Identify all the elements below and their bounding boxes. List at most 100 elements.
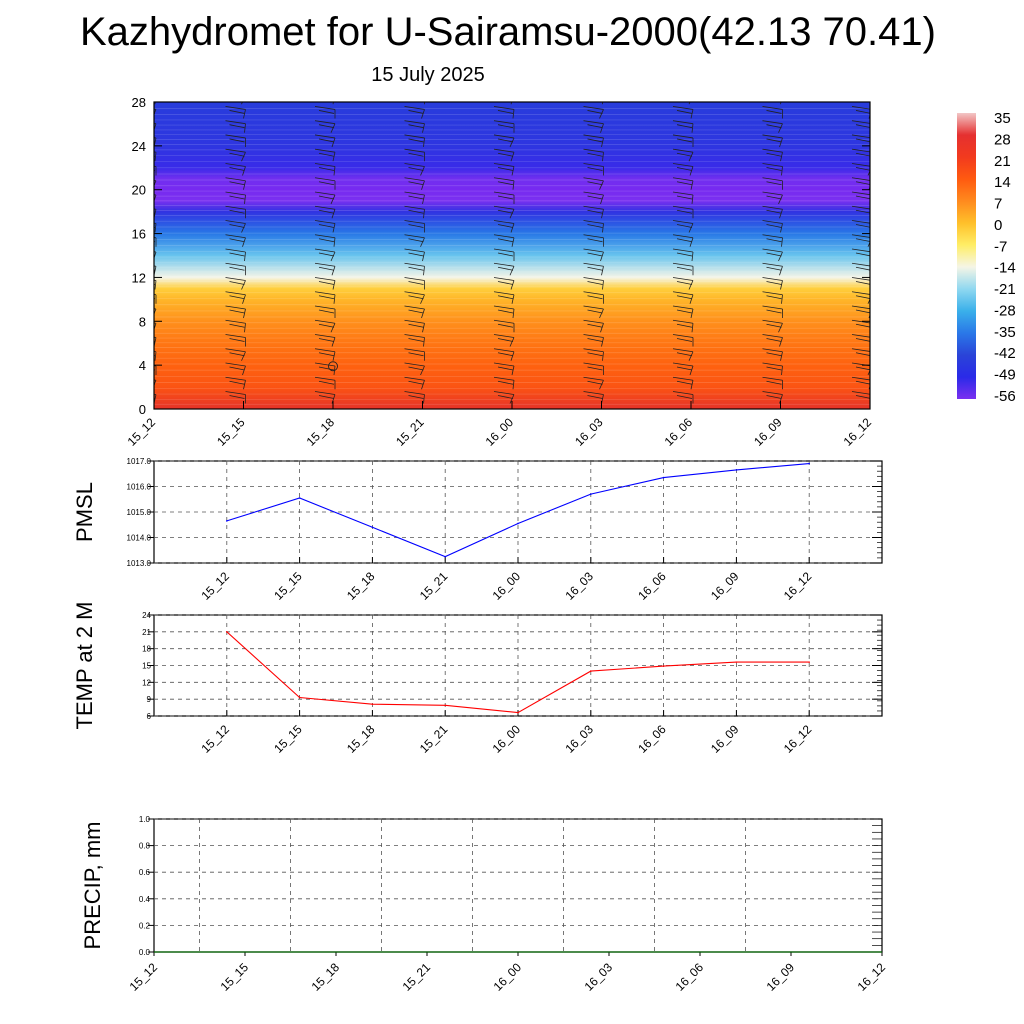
- wind-barb-flag: [767, 96, 782, 99]
- wind-barb-flag: [855, 395, 870, 399]
- x-tick-label: 15_21: [400, 960, 434, 994]
- wind-barb-flag: [154, 112, 156, 114]
- wind-barb-flag: [408, 195, 424, 200]
- data-point: [735, 661, 738, 663]
- x-tick-label: 16_12: [855, 960, 889, 994]
- wind-barb-flag: [493, 177, 515, 182]
- wind-barb-staff: [871, 209, 872, 218]
- x-tick-label: 15_15: [271, 569, 305, 603]
- wind-barb-flag: [672, 376, 694, 381]
- wind-barb-staff: [511, 294, 515, 304]
- wind-barb-staff: [599, 380, 604, 390]
- wind-barb-flag: [229, 224, 245, 228]
- wind-barb-flag: [314, 277, 336, 281]
- data-point: [590, 493, 592, 495]
- wind-barb-staff: [779, 266, 783, 276]
- wind-barb-flag: [404, 248, 425, 253]
- wind-barb-flag: [225, 191, 246, 196]
- wind-barb-flag: [497, 224, 514, 228]
- wind-barb-flag: [762, 234, 783, 239]
- wind-barb-flag: [587, 323, 603, 328]
- wind-barb-flag: [672, 319, 694, 324]
- wind-barb-staff: [332, 102, 334, 105]
- wind-barb-flag: [676, 295, 693, 300]
- wind-barb-flag: [672, 334, 694, 338]
- wind-barb-flag: [314, 148, 336, 153]
- wind-barb-staff: [688, 223, 694, 233]
- x-tick-label: 15_18: [309, 960, 343, 994]
- wind-barb-flag: [672, 305, 694, 310]
- wind-barb-flag: [154, 383, 156, 385]
- wind-barb-flag: [229, 238, 245, 243]
- wind-barb-staff: [332, 280, 336, 290]
- wind-barb-flag: [497, 395, 514, 399]
- wind-barb-flag: [408, 323, 424, 328]
- wind-barb-staff: [420, 237, 425, 247]
- wind-barb-flag: [766, 224, 782, 228]
- wind-barb-flag: [404, 291, 425, 296]
- wind-barb-flag: [318, 281, 335, 285]
- wind-barb-staff: [154, 223, 157, 233]
- wind-barb-flag: [229, 152, 245, 157]
- wind-barb-flag: [856, 96, 871, 99]
- wind-barb-staff: [332, 223, 336, 233]
- wind-barb-flag: [766, 124, 782, 129]
- wind-barb-flag: [318, 152, 335, 157]
- wind-barb-flag: [855, 238, 870, 242]
- wind-barb-staff: [871, 395, 872, 404]
- wind-barb-staff: [779, 337, 783, 347]
- wind-barb-flag: [404, 234, 425, 239]
- wind-barb-flag: [405, 92, 425, 95]
- wind-barb-flag: [314, 191, 336, 196]
- wind-barb-flag: [318, 323, 335, 328]
- wind-barb-flag: [851, 148, 870, 153]
- wind-barb-flag: [229, 266, 245, 271]
- wind-barb-flag: [851, 220, 870, 224]
- wind-barb-flag: [587, 224, 603, 228]
- wind-barb-flag: [404, 205, 425, 210]
- wind-barb-staff: [690, 109, 694, 119]
- wind-barb-flag: [225, 391, 246, 395]
- wind-barb-flag: [672, 191, 694, 196]
- wind-barb-staff: [244, 194, 246, 205]
- wind-barb-flag: [587, 380, 603, 385]
- wind-barb-flag: [676, 380, 693, 385]
- wind-barb-flag: [672, 120, 694, 125]
- wind-barb-flag: [318, 309, 335, 314]
- wind-barb-flag: [229, 395, 245, 399]
- x-tick-label: 16_12: [781, 569, 815, 603]
- wind-barb-flag: [855, 309, 870, 314]
- y-tick-label: 12: [132, 270, 146, 285]
- wind-barb-flag: [855, 252, 870, 257]
- wind-barb-flag: [583, 348, 604, 353]
- x-tick-label: 16_12: [781, 722, 815, 756]
- wind-barb-flag: [497, 124, 514, 129]
- wind-barb-flag: [676, 252, 693, 257]
- wind-barb-flag: [855, 366, 870, 371]
- wind-barb-flag: [762, 362, 783, 367]
- wind-barb-flag: [408, 352, 424, 357]
- wind-barb-flag: [583, 248, 604, 253]
- x-tick-label: 15_18: [344, 569, 378, 603]
- wind-barb-flag: [318, 266, 335, 271]
- wind-barb-staff: [241, 351, 246, 361]
- wind-barb-flag: [314, 134, 336, 139]
- wind-barb-flag: [229, 167, 245, 171]
- wind-barb-flag: [154, 122, 157, 125]
- y-tick-label: 24: [142, 611, 151, 620]
- wind-barb-flag: [404, 106, 425, 110]
- wind-barb-staff: [244, 251, 246, 262]
- wind-barb-staff: [242, 365, 246, 376]
- y-tick-label: 24: [132, 139, 146, 154]
- wind-barb-flag: [229, 110, 245, 114]
- wind-barb-staff: [154, 380, 157, 386]
- colorbar-label: -21: [994, 281, 1016, 298]
- wind-barb-flag: [762, 376, 783, 381]
- x-tick-label: 16_03: [572, 415, 606, 449]
- wind-barb-flag: [493, 120, 515, 125]
- wind-barb-flag: [493, 234, 515, 239]
- wind-barb-flag: [154, 212, 156, 214]
- wind-barb-flag: [225, 262, 246, 267]
- wind-barb-flag: [766, 380, 782, 385]
- wind-barb-flag: [587, 238, 603, 243]
